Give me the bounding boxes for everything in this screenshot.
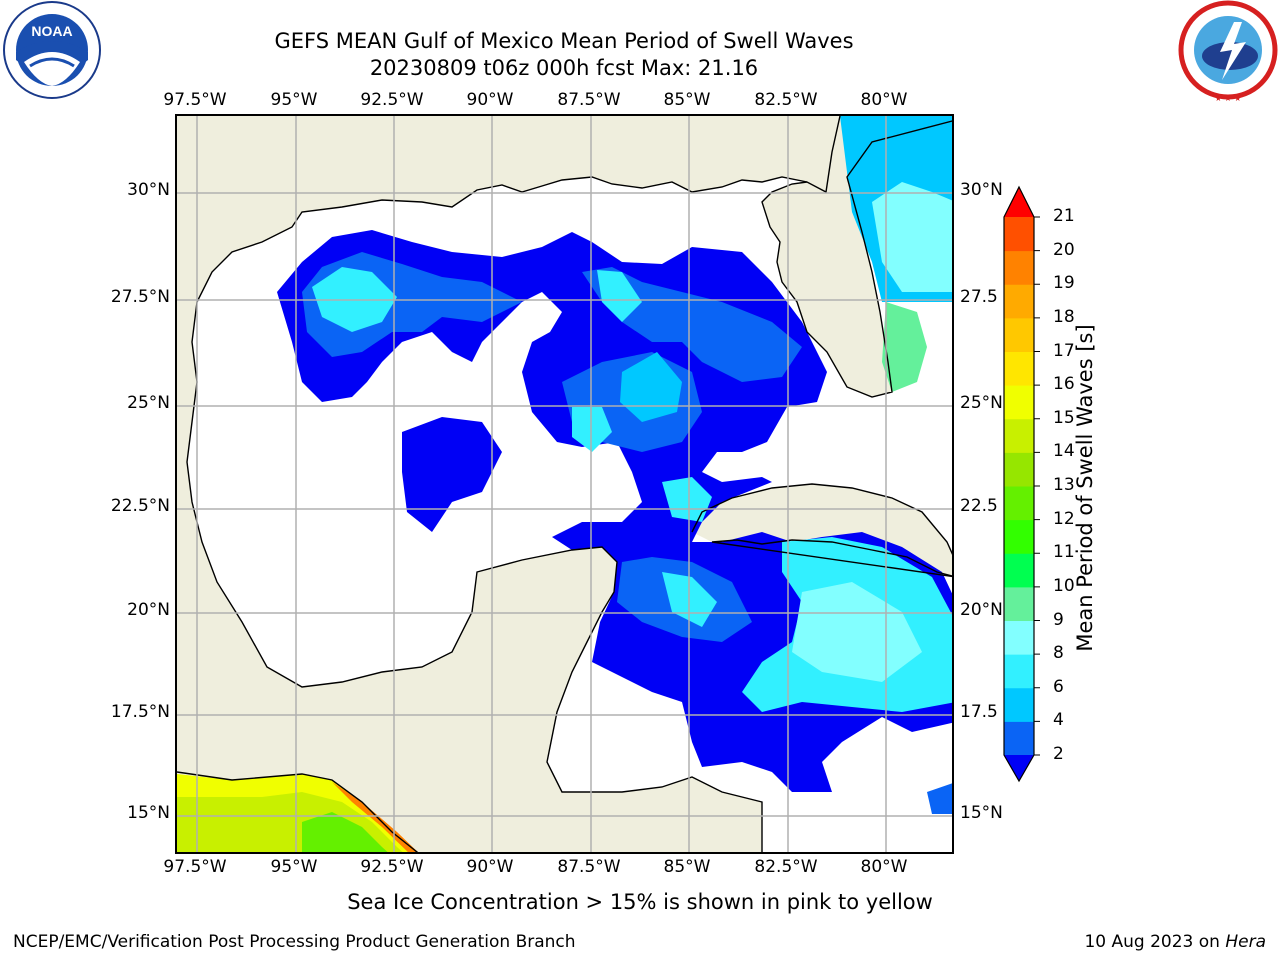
colorbar-tick-label: 4 <box>1053 710 1064 731</box>
lon-label: 97.5°W <box>163 857 227 877</box>
lon-label: 97.5°W <box>163 90 227 110</box>
lat-label: 30°N <box>127 180 170 200</box>
sea-ice-note-text: Sea Ice Concentration > 15% is shown in … <box>347 890 933 914</box>
host-text: Hera <box>1225 932 1266 952</box>
colorbar-segment <box>1004 418 1034 453</box>
colorbar-segment <box>1004 586 1034 621</box>
colorbar-segment <box>1004 385 1034 420</box>
colorbar-tick-label: 18 <box>1053 306 1075 327</box>
colorbar <box>1003 185 1040 783</box>
colorbar-segment <box>1004 620 1034 655</box>
lat-label: 25°N <box>127 393 170 413</box>
colorbar-tick-label: 20 <box>1053 239 1075 260</box>
lon-label: 90°W <box>466 90 514 110</box>
lat-label: 15°N <box>960 803 1003 823</box>
lon-label: 92.5°W <box>360 857 424 877</box>
pacific-field <box>177 774 418 852</box>
colorbar-segment <box>1004 721 1034 756</box>
colorbar-segment <box>1004 217 1034 252</box>
lon-label: 82.5°W <box>754 857 818 877</box>
coastline <box>177 116 952 852</box>
colorbar-label: Mean Period of Swell Waves [s] <box>1073 324 1097 652</box>
chart-title: GEFS MEAN Gulf of Mexico Mean Period of … <box>274 29 854 53</box>
lat-label: 17.5°N <box>110 702 170 722</box>
noaa-logo: NOAA <box>3 1 101 99</box>
lon-label: 87.5°W <box>557 857 621 877</box>
lat-label: 15°N <box>127 803 170 823</box>
colorbar-tick-label: 11 <box>1053 542 1075 563</box>
date-stamp: 10 Aug 2023 on Hera <box>1084 932 1266 952</box>
sea-ice-note: Sea Ice Concentration > 15% is shown in … <box>0 890 1280 914</box>
colorbar-tick-label: 8 <box>1053 643 1064 664</box>
lat-label: 22.5°N <box>110 496 170 516</box>
lat-label: 20°N <box>127 600 170 620</box>
lat-label: 25°N <box>960 393 1003 413</box>
colorbar-arrow-min <box>1004 755 1034 781</box>
nws-logo: ★ ★ ★ <box>1178 0 1278 103</box>
colorbar-segment <box>1004 317 1034 352</box>
colorbar-tick-label: 16 <box>1053 374 1075 395</box>
colorbar-tick-label: 14 <box>1053 441 1075 462</box>
colorbar-arrow-max <box>1004 187 1034 217</box>
lat-label: 30°N <box>960 180 1003 200</box>
colorbar-segment <box>1004 654 1034 689</box>
svg-text:★ ★ ★: ★ ★ ★ <box>1215 94 1242 103</box>
colorbar-tick-label: 15 <box>1053 407 1075 428</box>
date-text: 10 Aug 2023 on <box>1084 932 1226 952</box>
colorbar-segment <box>1004 351 1034 386</box>
colorbar-segment <box>1004 519 1034 554</box>
colorbar-tick-label: 21 <box>1053 206 1075 226</box>
lat-label: 17.5 <box>960 702 998 722</box>
lon-label: 82.5°W <box>754 90 818 110</box>
chart-subtitle: 20230809 t06z 000h fcst Max: 21.16 <box>369 56 759 80</box>
colorbar-segment <box>1004 486 1034 521</box>
colorbar-segment <box>1004 250 1034 285</box>
colorbar-tick-label: 13 <box>1053 475 1075 495</box>
swell-field <box>277 116 952 814</box>
lat-label: 22.5 <box>960 496 998 516</box>
lon-label: 80°W <box>860 90 908 110</box>
graticule <box>177 116 952 852</box>
lat-label: 27.5 <box>960 287 998 307</box>
map-panel <box>175 114 954 854</box>
lon-label: 80°W <box>860 857 908 877</box>
lon-label: 87.5°W <box>557 90 621 110</box>
colorbar-segment <box>1004 687 1034 722</box>
colorbar-tick-label: 12 <box>1053 508 1075 529</box>
credit-text: NCEP/EMC/Verification Post Processing Pr… <box>13 932 576 952</box>
noaa-logo-text: NOAA <box>31 23 72 39</box>
lon-label: 95°W <box>270 857 318 877</box>
colorbar-segment <box>1004 284 1034 319</box>
lat-label: 20°N <box>960 600 1003 620</box>
lat-label: 27.5°N <box>110 287 170 307</box>
lon-label: 92.5°W <box>360 90 424 110</box>
colorbar-segment <box>1004 553 1034 588</box>
lon-label: 85°W <box>663 90 711 110</box>
colorbar-tick-label: 17 <box>1053 340 1075 361</box>
colorbar-tick-label: 2 <box>1053 744 1064 764</box>
colorbar-tick-label: 6 <box>1053 676 1064 697</box>
lon-label: 95°W <box>270 90 318 110</box>
colorbar-tick-label: 19 <box>1053 273 1075 294</box>
lon-label: 85°W <box>663 857 711 877</box>
map-svg <box>177 116 952 852</box>
colorbar-segment <box>1004 452 1034 487</box>
lon-label: 90°W <box>466 857 514 877</box>
colorbar-tick-label: 10 <box>1053 575 1075 596</box>
colorbar-tick-label: 9 <box>1053 609 1064 630</box>
